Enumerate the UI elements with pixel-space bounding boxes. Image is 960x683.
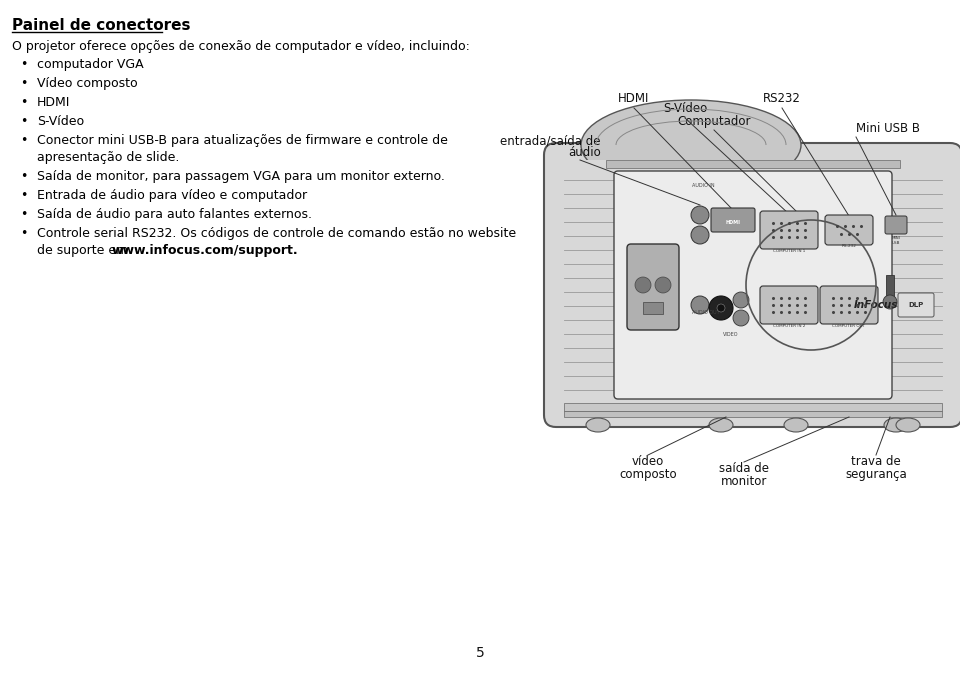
FancyBboxPatch shape	[544, 143, 960, 427]
Bar	[886, 275, 894, 297]
Text: Mini USB B: Mini USB B	[856, 122, 920, 135]
Circle shape	[733, 292, 749, 308]
Text: •: •	[20, 208, 28, 221]
Text: Computador: Computador	[677, 115, 751, 128]
Text: •: •	[20, 227, 28, 240]
Text: monitor: monitor	[721, 475, 767, 488]
Ellipse shape	[784, 418, 808, 432]
Text: •: •	[20, 77, 28, 90]
Text: COMPUTER IN 2: COMPUTER IN 2	[773, 324, 805, 328]
FancyBboxPatch shape	[825, 215, 873, 245]
Text: www.infocus.com/support.: www.infocus.com/support.	[112, 244, 299, 257]
Text: Saída de áudio para auto falantes externos.: Saída de áudio para auto falantes extern…	[37, 208, 312, 221]
Bar	[566, 160, 796, 210]
Bar	[643, 302, 663, 314]
Ellipse shape	[586, 418, 610, 432]
Circle shape	[691, 206, 709, 224]
FancyBboxPatch shape	[898, 293, 934, 317]
Circle shape	[635, 277, 651, 293]
Text: MINI
USB: MINI USB	[892, 236, 900, 245]
FancyBboxPatch shape	[885, 216, 907, 234]
Bar	[564, 403, 942, 411]
Text: COMPUTER OUT: COMPUTER OUT	[832, 324, 866, 328]
Ellipse shape	[896, 418, 920, 432]
Text: Painel de conectores: Painel de conectores	[12, 18, 190, 33]
Ellipse shape	[884, 418, 908, 432]
Circle shape	[691, 226, 709, 244]
Text: •: •	[20, 134, 28, 147]
Text: HDMI: HDMI	[726, 221, 740, 225]
Bar	[606, 160, 900, 168]
Text: AUDIO OUT: AUDIO OUT	[692, 310, 720, 315]
Text: apresentação de slide.: apresentação de slide.	[37, 151, 180, 164]
Circle shape	[717, 304, 725, 312]
Text: O projetor oferece opções de conexão de computador e vídeo, incluindo:: O projetor oferece opções de conexão de …	[12, 40, 469, 53]
Circle shape	[709, 296, 733, 320]
Text: composto: composto	[619, 468, 677, 481]
Text: •: •	[20, 189, 28, 202]
Text: Saída de monitor, para passagem VGA para um monitor externo.: Saída de monitor, para passagem VGA para…	[37, 170, 444, 183]
Text: VIDEO: VIDEO	[723, 332, 739, 337]
Text: •: •	[20, 96, 28, 109]
Text: entrada/saída de: entrada/saída de	[500, 134, 601, 147]
FancyBboxPatch shape	[760, 211, 818, 249]
Text: RS-232: RS-232	[842, 244, 856, 248]
Text: •: •	[20, 58, 28, 71]
Text: InFocus: InFocus	[853, 300, 899, 310]
Circle shape	[655, 277, 671, 293]
Text: saída de: saída de	[719, 462, 769, 475]
Text: DLP: DLP	[908, 302, 924, 308]
Text: computador VGA: computador VGA	[37, 58, 144, 71]
Text: HDMI: HDMI	[37, 96, 70, 109]
Text: •: •	[20, 170, 28, 183]
Text: Vídeo composto: Vídeo composto	[37, 77, 137, 90]
Text: RS232: RS232	[763, 92, 801, 105]
FancyBboxPatch shape	[627, 244, 679, 330]
Circle shape	[733, 310, 749, 326]
Bar	[564, 411, 942, 417]
Circle shape	[691, 296, 709, 314]
FancyBboxPatch shape	[820, 286, 878, 324]
FancyBboxPatch shape	[760, 286, 818, 324]
Text: S-Vídeo: S-Vídeo	[662, 102, 708, 115]
Text: •: •	[20, 115, 28, 128]
Text: vídeo: vídeo	[632, 455, 664, 468]
Text: áudio: áudio	[568, 146, 601, 159]
Text: Conector mini USB-B para atualizações de firmware e controle de: Conector mini USB-B para atualizações de…	[37, 134, 448, 147]
Text: Controle serial RS232. Os códigos de controle de comando estão no website: Controle serial RS232. Os códigos de con…	[37, 227, 516, 240]
Text: trava de: trava de	[852, 455, 900, 468]
Text: de suporte em: de suporte em	[37, 244, 132, 257]
Text: AUDIO IN: AUDIO IN	[692, 183, 714, 188]
Text: COMPUTER IN 1: COMPUTER IN 1	[773, 249, 805, 253]
Ellipse shape	[581, 100, 801, 190]
Text: S-Vídeo: S-Vídeo	[37, 115, 84, 128]
Ellipse shape	[709, 418, 733, 432]
Text: segurança: segurança	[845, 468, 907, 481]
Text: Entrada de áudio para vídeo e computador: Entrada de áudio para vídeo e computador	[37, 189, 307, 202]
FancyBboxPatch shape	[614, 171, 892, 399]
FancyBboxPatch shape	[711, 208, 755, 232]
Circle shape	[883, 295, 897, 309]
Text: 5: 5	[475, 646, 485, 660]
Text: HDMI: HDMI	[618, 92, 650, 105]
